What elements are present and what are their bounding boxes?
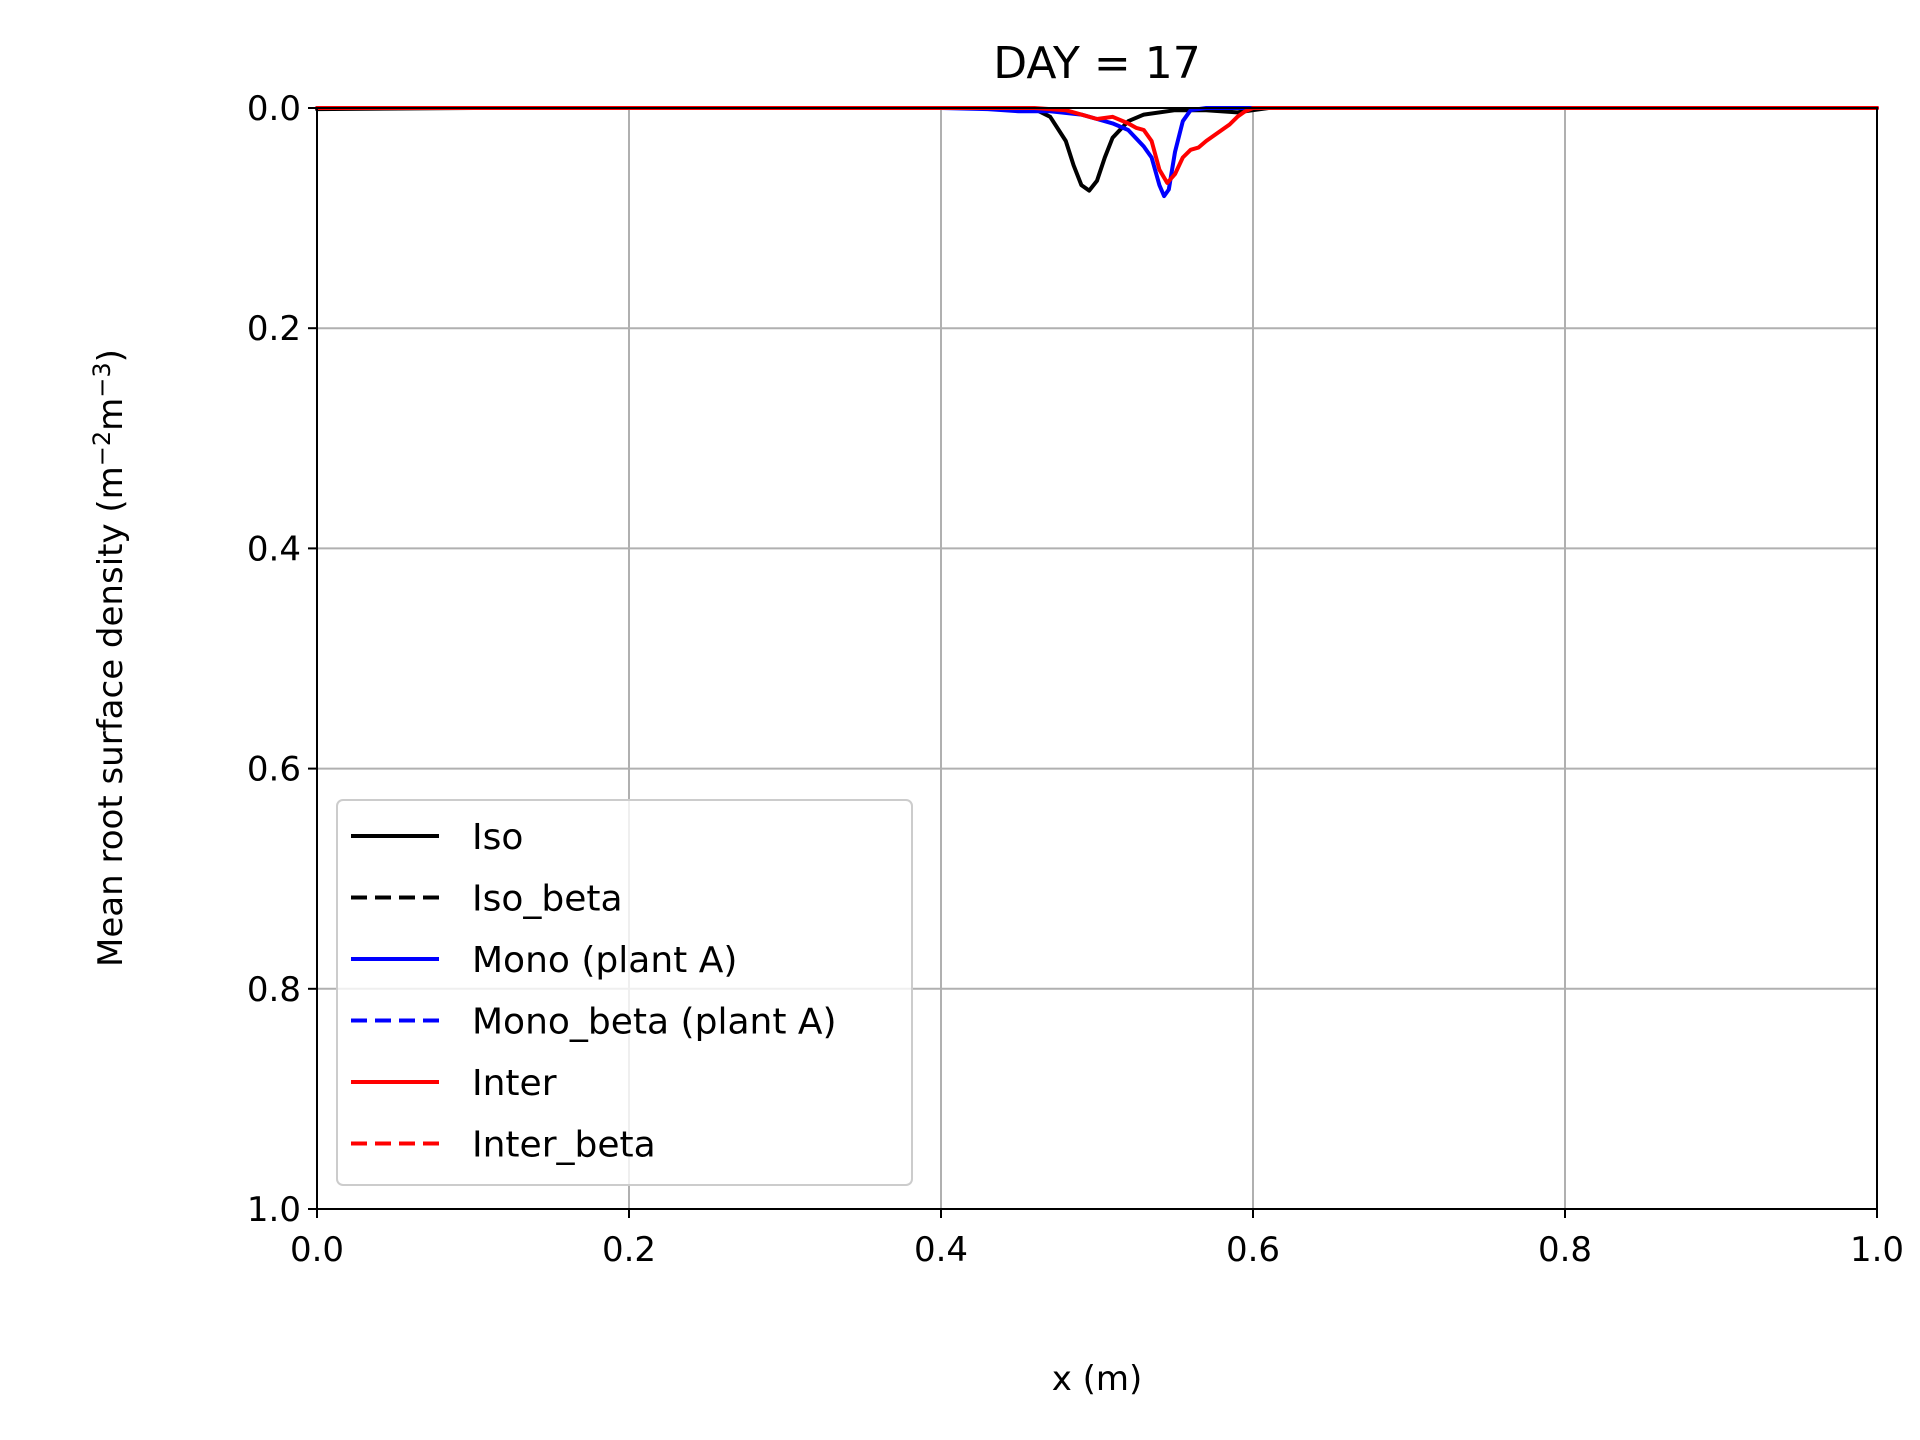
- y-axis-label-text: Mean root surface density (m: [91, 466, 131, 967]
- y-tick-label: 1.0: [247, 1190, 301, 1230]
- legend-label: Iso: [472, 817, 523, 858]
- y-tick-label: 0.6: [247, 750, 301, 790]
- grid: [316, 107, 1878, 1210]
- legend-entry: Mono (plant A): [351, 940, 737, 981]
- legend-frame: [336, 799, 913, 1186]
- legend-label: Mono (plant A): [472, 940, 737, 981]
- y-axis-label-sup2: −3: [88, 362, 116, 397]
- y-tick-label: 0.2: [247, 309, 301, 349]
- x-axis-ticks: 0.0 0.2 0.4 0.6 0.8 1.0: [290, 1209, 1904, 1270]
- y-axis-label-sup1: −2: [88, 431, 116, 466]
- legend-entry: Iso: [351, 817, 523, 858]
- legend-entry: Mono_beta (plant A): [351, 1002, 837, 1043]
- series-line-inter: [315, 106, 1879, 185]
- y-axis-label-end: ): [91, 349, 131, 362]
- y-tick-label: 0.4: [247, 529, 301, 569]
- x-tick-label: 0.6: [1226, 1230, 1280, 1270]
- y-tick-label: 0.8: [247, 970, 301, 1010]
- x-tick-label: 0.2: [602, 1230, 656, 1270]
- y-axis-label: Mean root surface density (m−2m−3): [88, 349, 131, 967]
- legend-label: Inter: [472, 1063, 557, 1104]
- legend: Iso Iso_beta Mono (plant A) Mono_beta (plan…: [336, 799, 913, 1186]
- x-tick-label: 0.0: [290, 1230, 344, 1270]
- legend-entries: Iso Iso_beta Mono (plant A) Mono_beta (plan…: [351, 817, 837, 1166]
- x-tick-label: 1.0: [1850, 1230, 1904, 1270]
- legend-label: Iso_beta: [472, 879, 623, 920]
- y-tick-label: 0.0: [247, 89, 301, 129]
- series-line-mono-plant-a: [315, 106, 1879, 199]
- y-axis-label-mid: m: [91, 398, 131, 431]
- chart-title: DAY = 17: [993, 38, 1201, 89]
- plot-frame: [316, 107, 1878, 1210]
- legend-entry: Iso_beta: [351, 879, 623, 920]
- legend-entry: Inter_beta: [351, 1125, 656, 1166]
- x-tick-label: 0.4: [914, 1230, 968, 1270]
- legend-label: Inter_beta: [472, 1125, 656, 1166]
- legend-label: Mono_beta (plant A): [472, 1002, 837, 1043]
- x-tick-label: 0.8: [1538, 1230, 1592, 1270]
- x-axis-label: x (m): [1052, 1359, 1143, 1399]
- y-axis-ticks: 0.0 0.2 0.4 0.6 0.8 1.0: [247, 89, 317, 1230]
- legend-entry: Inter: [351, 1063, 557, 1104]
